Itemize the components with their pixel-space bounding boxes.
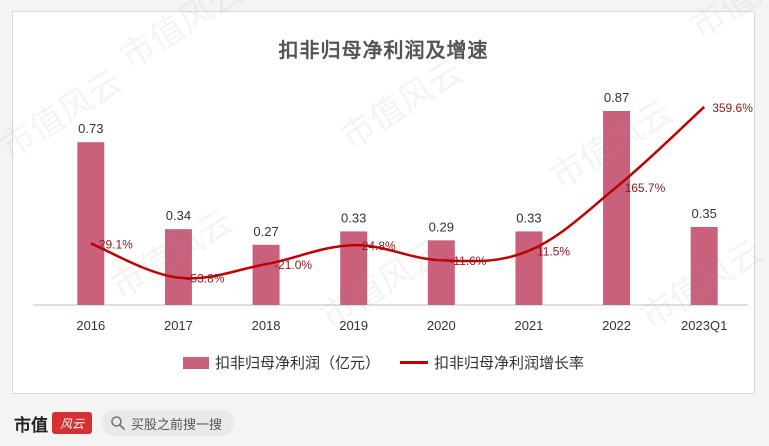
bar	[603, 110, 631, 306]
x-tick-label: 2017	[164, 318, 193, 333]
bar-data-label: 0.87	[604, 90, 629, 105]
line-data-label: -11.6%	[449, 254, 486, 268]
bar	[164, 229, 192, 305]
search-placeholder: 买股之前搜一搜	[131, 417, 223, 433]
x-tick-label: 2019	[339, 318, 368, 333]
legend-label-bar: 扣非归母净利润（亿元）	[214, 354, 380, 372]
x-tick-label: 2020	[427, 318, 456, 333]
bar-data-label: 0.33	[516, 210, 541, 225]
x-tick-label: 2023Q1	[681, 318, 727, 333]
legend: 扣非归母净利润（亿元） 扣非归母净利润增长率	[13, 352, 754, 373]
chart-title: 扣非归母净利润及增速	[278, 38, 489, 62]
growth-rate-line	[90, 106, 706, 280]
x-tick-label: 2022	[602, 318, 631, 333]
bar-data-label: 0.35	[692, 206, 717, 221]
line-data-label: 11.5%	[537, 245, 570, 259]
bar-data-label: 0.27	[253, 224, 278, 239]
search-input[interactable]: 买股之前搜一搜	[102, 410, 234, 436]
bar-data-label: 0.73	[78, 121, 103, 136]
line-data-label: 359.6%	[712, 101, 753, 115]
footer: 市值 风云 买股之前搜一搜	[0, 400, 769, 446]
bar	[427, 240, 455, 305]
line-data-label: 29.1%	[99, 237, 133, 251]
x-tick-label: 2018	[252, 318, 281, 333]
bar-data-label: 0.33	[341, 210, 366, 225]
search-icon	[111, 416, 125, 430]
legend-swatch-line	[400, 361, 428, 364]
x-tick-label: 2016	[76, 318, 105, 333]
bar	[77, 142, 105, 305]
bar	[690, 226, 718, 305]
legend-label-line: 扣非归母净利润增长率	[434, 354, 585, 372]
legend-item-bar: 扣非归母净利润（亿元）	[182, 352, 380, 373]
bar	[340, 231, 368, 305]
chart-card: 扣非归母净利润及增速 0.73 2016 0.34 2017 0.27 2018 0.33 2…	[12, 11, 755, 394]
line-data-label: -53.8%	[186, 272, 224, 286]
x-tick-label: 2021	[514, 318, 543, 333]
line-data-label: -21.0%	[274, 258, 312, 272]
legend-swatch-bar	[182, 356, 209, 369]
chart-canvas: 0.73 2016 0.34 2017 0.27 2018 0.33 2019 0.29 2020…	[33, 90, 753, 333]
brand-logo-badge[interactable]: 风云	[52, 412, 92, 434]
line-data-label: 165.7%	[625, 181, 666, 195]
bar-data-label: 0.34	[166, 208, 191, 223]
line-data-label: 24.8%	[362, 239, 396, 253]
bar	[515, 231, 543, 305]
bar	[252, 244, 280, 305]
legend-item-line: 扣非归母净利润增长率	[400, 352, 584, 373]
bar-data-label: 0.29	[429, 219, 454, 234]
brand-logo-text[interactable]: 市值	[14, 415, 48, 436]
